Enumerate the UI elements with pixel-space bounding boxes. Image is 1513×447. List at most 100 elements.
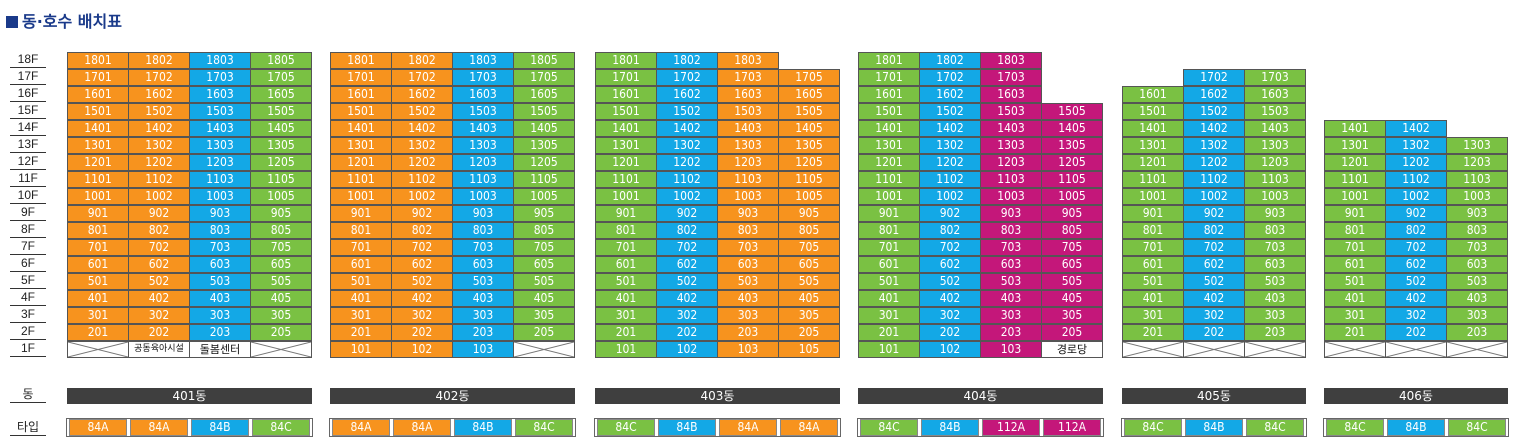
unit-cell: 1802 <box>919 52 981 69</box>
unit-cell: 701 <box>330 239 392 256</box>
unit-cell: 202 <box>1385 324 1447 341</box>
unit-cell: 1501 <box>330 103 392 120</box>
unit-cell: 1401 <box>858 120 920 137</box>
unit-cell: 902 <box>1385 205 1447 222</box>
unit-cell: 603 <box>452 256 514 273</box>
unit-cell: 1302 <box>128 137 190 154</box>
unit-cell: 702 <box>391 239 453 256</box>
type-row-frame <box>66 418 313 437</box>
floor-label-16f: 16F <box>10 86 46 102</box>
unit-cell: 802 <box>656 222 718 239</box>
unit-cell: 705 <box>1041 239 1103 256</box>
unit-cell: 501 <box>1122 273 1184 290</box>
unit-cell: 103 <box>452 341 514 358</box>
building-name-bar: 401동 <box>67 388 312 404</box>
unit-cell: 505 <box>250 273 312 290</box>
unit-type-badge: 84C <box>1124 419 1182 436</box>
unit-cell: 903 <box>189 205 251 222</box>
empty-unit-cell <box>250 341 312 358</box>
empty-unit-cross-icon <box>68 342 128 357</box>
unit-cell: 1301 <box>1122 137 1184 154</box>
unit-cell: 602 <box>128 256 190 273</box>
unit-cell: 1305 <box>1041 137 1103 154</box>
unit-cell: 901 <box>1324 205 1386 222</box>
unit-cell: 1103 <box>1244 171 1306 188</box>
unit-cell: 1402 <box>1183 120 1245 137</box>
unit-cell: 1005 <box>513 188 575 205</box>
unit-cell: 703 <box>1244 239 1306 256</box>
unit-cell: 205 <box>778 324 840 341</box>
floor-label-15f: 15F <box>10 103 46 119</box>
unit-cell: 1705 <box>250 69 312 86</box>
unit-cell: 1605 <box>250 86 312 103</box>
unit-cell: 1805 <box>513 52 575 69</box>
unit-cell: 1401 <box>595 120 657 137</box>
unit-type-badge: 84B <box>658 419 716 436</box>
unit-cell: 603 <box>717 256 779 273</box>
unit-cell: 1402 <box>656 120 718 137</box>
unit-cell: 405 <box>1041 290 1103 307</box>
unit-cell: 501 <box>330 273 392 290</box>
unit-cell: 1002 <box>128 188 190 205</box>
unit-cell: 1102 <box>128 171 190 188</box>
unit-cell: 1301 <box>858 137 920 154</box>
unit-cell: 802 <box>919 222 981 239</box>
unit-cell: 1102 <box>1385 171 1447 188</box>
unit-cell: 805 <box>778 222 840 239</box>
unit-cell: 1203 <box>189 154 251 171</box>
unit-cell: 1703 <box>189 69 251 86</box>
unit-cell: 303 <box>1244 307 1306 324</box>
unit-cell: 202 <box>919 324 981 341</box>
unit-cell: 1505 <box>250 103 312 120</box>
square-bullet-icon <box>6 16 18 28</box>
unit-cell: 1602 <box>391 86 453 103</box>
unit-type-badge: 112A <box>1043 419 1101 436</box>
unit-cell: 1005 <box>778 188 840 205</box>
unit-cell: 1601 <box>67 86 129 103</box>
unit-cell: 1101 <box>858 171 920 188</box>
unit-cell: 301 <box>595 307 657 324</box>
unit-cell: 1305 <box>778 137 840 154</box>
unit-cell: 902 <box>656 205 718 222</box>
unit-cell: 503 <box>452 273 514 290</box>
unit-cell: 203 <box>980 324 1042 341</box>
unit-cell: 905 <box>1041 205 1103 222</box>
unit-cell: 1702 <box>128 69 190 86</box>
unit-cell: 801 <box>1122 222 1184 239</box>
unit-cell: 305 <box>778 307 840 324</box>
unit-cell: 605 <box>1041 256 1103 273</box>
unit-cell: 1105 <box>778 171 840 188</box>
unit-cell: 1701 <box>595 69 657 86</box>
unit-cell: 901 <box>330 205 392 222</box>
unit-cell: 202 <box>656 324 718 341</box>
unit-cell: 802 <box>1385 222 1447 239</box>
unit-cell: 1601 <box>330 86 392 103</box>
unit-cell: 502 <box>1385 273 1447 290</box>
unit-type-badge: 84B <box>921 419 979 436</box>
floor-label-9f: 9F <box>10 205 46 221</box>
unit-cell: 502 <box>1183 273 1245 290</box>
unit-cell: 1101 <box>1122 171 1184 188</box>
unit-cell: 1003 <box>980 188 1042 205</box>
floor-label-5f: 5F <box>10 273 46 289</box>
unit-cell: 305 <box>513 307 575 324</box>
unit-cell: 1301 <box>330 137 392 154</box>
unit-cell: 105 <box>778 341 840 358</box>
unit-cell: 1201 <box>330 154 392 171</box>
unit-cell: 1801 <box>67 52 129 69</box>
unit-cell: 203 <box>717 324 779 341</box>
unit-cell: 502 <box>656 273 718 290</box>
unit-cell: 603 <box>1446 256 1508 273</box>
unit-cell: 1202 <box>1385 154 1447 171</box>
unit-type-badge: 84C <box>1326 419 1384 436</box>
unit-cell: 402 <box>128 290 190 307</box>
unit-cell: 1002 <box>919 188 981 205</box>
unit-cell: 1503 <box>452 103 514 120</box>
unit-cell: 1303 <box>189 137 251 154</box>
floor-label-3f: 3F <box>10 307 46 323</box>
unit-cell: 1001 <box>67 188 129 205</box>
unit-cell: 301 <box>330 307 392 324</box>
floor-label-8f: 8F <box>10 222 46 238</box>
unit-cell: 1803 <box>717 52 779 69</box>
unit-cell: 605 <box>250 256 312 273</box>
